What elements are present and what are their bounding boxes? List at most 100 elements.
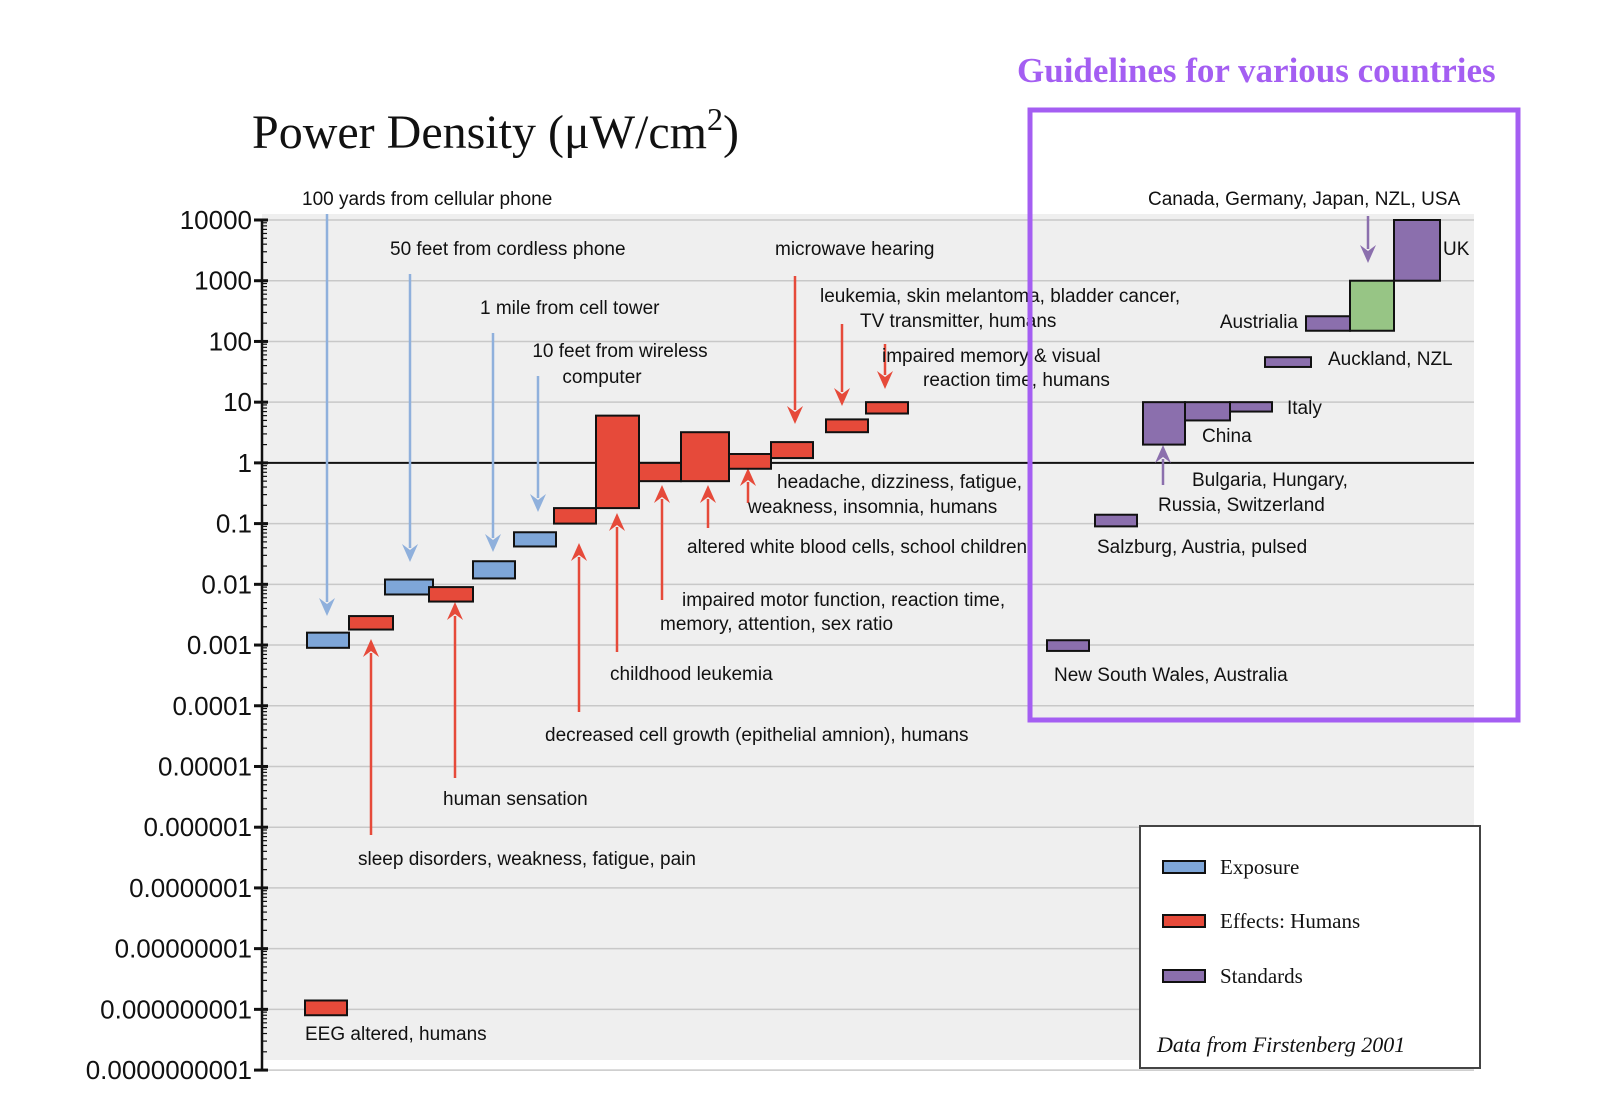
y-tick-label: 10: [223, 387, 252, 417]
annotation-arrows: [319, 214, 1376, 835]
annotation-label: computer: [562, 367, 642, 388]
bar-standards: [1264, 356, 1312, 368]
bar-standards: [1184, 401, 1231, 422]
bar-exposure: [384, 578, 434, 596]
y-tick-label: 0.1: [216, 509, 252, 539]
annotation-arrowhead: [609, 513, 625, 531]
y-tick-label: 0.0000001: [129, 873, 252, 903]
annotation-label: altered white blood cells, school childr…: [687, 537, 1027, 558]
chart-title: Power Density (μW/cm2): [252, 101, 739, 159]
y-tick-label: 0.000001: [144, 812, 252, 842]
y-tick-label: 0.01: [201, 569, 252, 599]
annotation-label: 50 feet from cordless phone: [390, 239, 626, 260]
annotation-arrowhead: [447, 602, 463, 620]
annotation-arrowhead: [1155, 445, 1171, 463]
annotation-label: weakness, insomnia, humans: [747, 497, 997, 518]
bar-effectshumans: [825, 418, 869, 434]
annotation-arrowhead: [530, 494, 546, 512]
bar-effectshumans: [638, 461, 682, 483]
annotation-arrowhead: [787, 406, 803, 424]
bar-standards: [1094, 513, 1138, 528]
annotation-label: Bulgaria, Hungary,: [1192, 470, 1348, 491]
bar-exposure: [513, 531, 557, 548]
y-axis: 10000 1000 100 10 1 0.1 0.01 0.001 0.0001 0.00001…: [86, 205, 268, 1085]
bar-standards: [1046, 639, 1090, 652]
bar-effectshumans: [428, 586, 474, 603]
bar-effectshumans: [728, 453, 772, 470]
bar-standards: [1229, 401, 1273, 413]
annotation-label: decreased cell growth (epithelial amnion…: [545, 725, 969, 746]
data-source-note: Data from Firstenberg 2001: [1156, 1032, 1405, 1057]
annotation-label: China: [1202, 426, 1252, 447]
annotation-label: impaired memory & visual: [882, 346, 1101, 367]
annotation-label: headache, dizziness, fatigue,: [777, 472, 1022, 493]
annotation-label: childhood leukemia: [610, 664, 773, 685]
annotation-label: EEG altered, humans: [305, 1024, 487, 1045]
y-tick-label: 0.0001: [172, 691, 252, 721]
annotation-arrowhead: [1360, 245, 1376, 263]
annotation-label: UK: [1443, 239, 1470, 260]
bar-effectshumans: [595, 414, 640, 510]
annotation-arrowhead: [363, 639, 379, 657]
bar-effectshumans: [680, 431, 730, 483]
annotation-label: 1 mile from cell tower: [480, 298, 660, 319]
bar-standards: [1305, 315, 1351, 332]
bar-effectshumans: [304, 999, 348, 1017]
bar-effectshumans: [865, 401, 909, 415]
bar-effectshumans: [770, 441, 814, 460]
annotation-label: TV transmitter, humans: [860, 311, 1056, 332]
y-tick-label: 0.00000001: [115, 934, 252, 964]
bar-exposure: [472, 560, 516, 580]
annotation-label: Auckland, NZL: [1328, 349, 1453, 370]
annotation-arrowhead: [834, 388, 850, 406]
annotation-arrowhead: [740, 468, 756, 486]
legend-label-exposure: Exposure: [1220, 855, 1299, 879]
annotations: 100 yards from cellular phone 50 feet fro…: [302, 189, 1470, 1045]
y-tick-label: 0.0000000001: [86, 1055, 252, 1085]
annotation-label: Austrialia: [1220, 312, 1299, 333]
highlight-box: [1027, 107, 1521, 723]
legend-label-effects: Effects: Humans: [1220, 909, 1360, 933]
annotation-arrowhead: [700, 485, 716, 503]
annotation-arrowhead: [485, 534, 501, 552]
y-tick-label: 0.00001: [158, 751, 252, 781]
annotation-label: Italy: [1287, 398, 1322, 419]
legend: Exposure Effects: Humans Standards Data …: [1139, 825, 1481, 1069]
y-tick-label: 1000: [194, 266, 252, 296]
annotation-label: Canada, Germany, Japan, NZL, USA: [1148, 189, 1461, 210]
annotation-arrowhead: [319, 598, 335, 616]
annotation-arrowhead: [654, 485, 670, 503]
annotation-label: microwave hearing: [775, 239, 934, 260]
highlight-title: Guidelines for various countries: [1017, 51, 1496, 90]
annotation-arrowhead: [877, 371, 893, 389]
legend-label-standards: Standards: [1220, 964, 1303, 988]
y-tick-label: 100: [209, 326, 252, 356]
bar-effectshumans: [348, 615, 394, 631]
annotation-label: impaired motor function, reaction time,: [682, 590, 1005, 611]
annotation-label: memory, attention, sex ratio: [660, 614, 893, 635]
data-bars: [304, 219, 1441, 1017]
annotation-arrowhead: [571, 543, 587, 561]
annotation-label: Salzburg, Austria, pulsed: [1097, 537, 1307, 558]
y-tick-label: 10000: [180, 205, 252, 235]
annotation-label: 10 feet from wireless: [532, 341, 707, 362]
legend-swatch-standards: [1162, 969, 1206, 983]
y-tick-label: 1: [238, 448, 252, 478]
legend-swatch-exposure: [1162, 860, 1206, 874]
y-tick-label: 0.000000001: [100, 994, 252, 1024]
bar-standards: [1142, 401, 1186, 446]
annotation-label: sleep disorders, weakness, fatigue, pain: [358, 849, 696, 870]
bar-exposure: [306, 631, 350, 649]
bar-standards: [1393, 219, 1441, 282]
y-tick-label: 0.001: [187, 630, 252, 660]
annotation-label: Russia, Switzerland: [1158, 495, 1325, 516]
annotation-label: human sensation: [443, 789, 588, 810]
bar-effectshumans: [553, 507, 597, 525]
annotation-label: 100 yards from cellular phone: [302, 189, 552, 210]
bar-standards: [1349, 279, 1395, 332]
annotation-label: reaction time, humans: [923, 370, 1110, 391]
annotation-label: New South Wales, Australia: [1054, 665, 1288, 686]
annotation-label: leukemia, skin melantoma, bladder cancer…: [820, 286, 1180, 307]
annotation-arrowhead: [402, 544, 418, 562]
